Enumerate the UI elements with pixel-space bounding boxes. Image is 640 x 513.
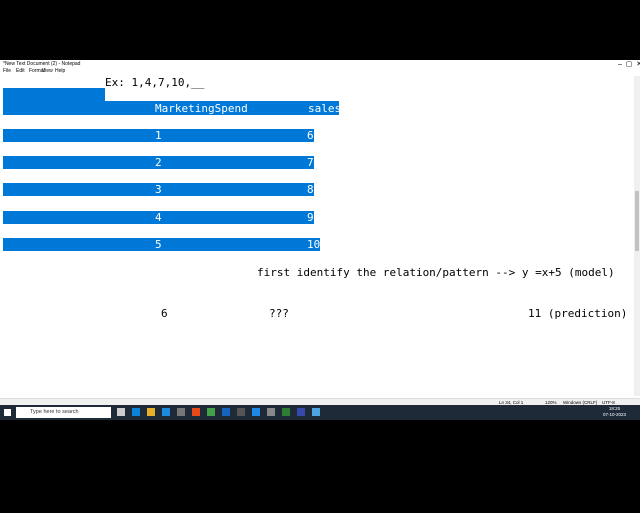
note-line: first identify the relation/pattern --> … [257,266,615,279]
prediction-text: 6 [161,307,168,320]
clock[interactable]: 18:25 07-10-2023 [603,406,626,418]
header-cell: sales [308,102,342,115]
scrollbar[interactable] [634,76,640,396]
selection [3,88,105,101]
table-cell: 7 [307,156,314,170]
selection [3,156,314,170]
start-button[interactable] [4,409,11,416]
prediction-text: ??? [269,307,289,320]
table-cell: 5 [155,237,162,251]
status-item: Ln 34, Col 1 [499,400,524,405]
example-line: Ex: 1,4,7,10,__ [105,76,205,89]
search-box[interactable]: Type here to search [16,407,111,418]
search-placeholder: Type here to search [30,409,79,415]
taskbar: Type here to search 18:25 07-10-2023 [0,405,640,420]
table-cell: 4 [155,210,162,224]
date: 07-10-2023 [603,412,627,417]
header-cell: MarketingSpend [155,102,248,115]
table-cell: 6 [307,129,314,142]
selection [3,129,314,142]
window-controls[interactable]: – ▢ ✕ [618,61,640,68]
time: 18:25 [608,406,621,411]
table-cell: 3 [155,183,162,197]
text-area[interactable]: Ex: 1,4,7,10,__ MarketingSpend sales 1 6 2 7 3 8… [0,76,634,396]
table-cell: 2 [155,156,162,170]
window-title: *New Text Document (2) - Notepad [3,61,81,67]
notepad-window [0,60,640,405]
menu-item: Format [29,68,45,74]
table-cell: 9 [307,210,314,224]
menu-item: File [3,68,12,74]
table-cell: 1 [155,129,162,142]
status-item: Windows (CRLF) [563,400,598,405]
selection [3,101,339,115]
menu-item: View [42,68,53,74]
selection [3,210,314,224]
app-icons[interactable] [117,408,375,417]
menu-item: Edit [16,68,25,74]
screen: *New Text Document (2) - Notepad – ▢ ✕ F… [0,60,640,420]
status-item: 120% [545,400,557,405]
selection [3,183,314,197]
selection [3,237,320,251]
status-item: UTF-8 [602,400,615,405]
table-cell: 10 [307,237,321,251]
menu-item: Help [55,68,66,74]
table-cell: 8 [307,183,314,197]
status-bar: Ln 34, Col 1 120% Windows (CRLF) UTF-8 [0,398,640,406]
prediction-text: 11 (prediction) [528,307,628,320]
